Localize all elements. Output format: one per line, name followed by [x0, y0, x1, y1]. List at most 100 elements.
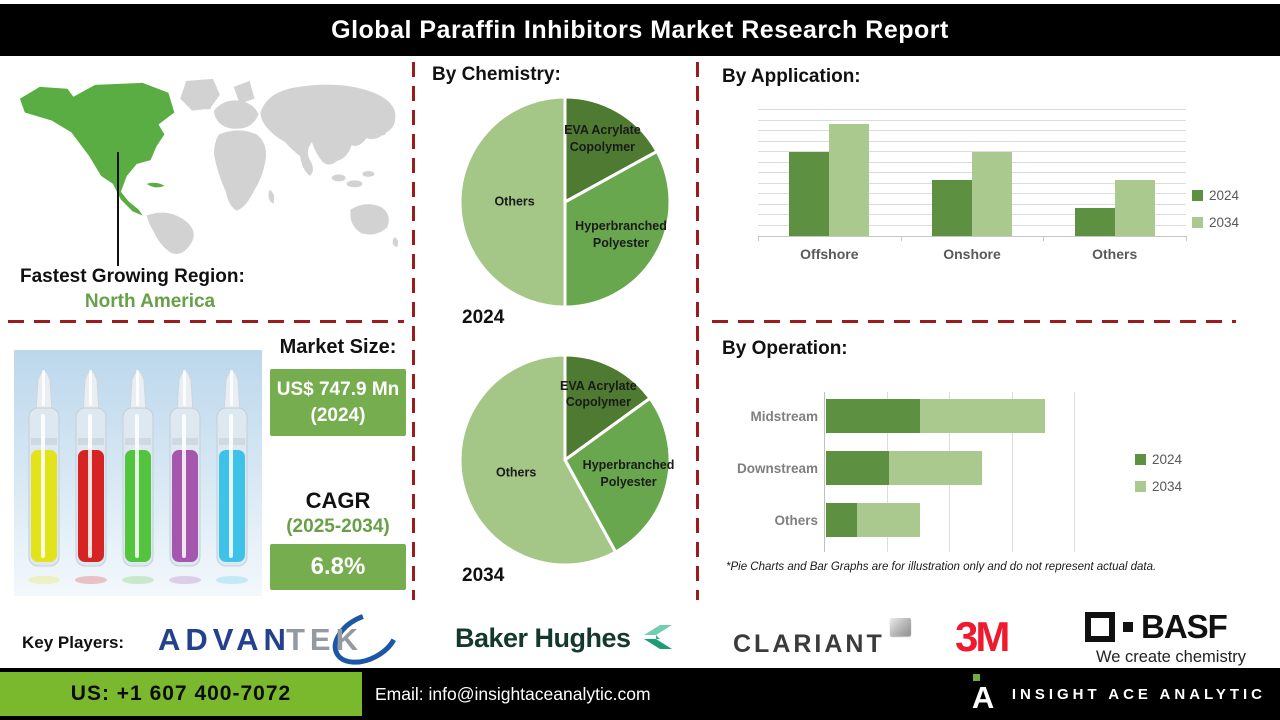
map-new-zealand [392, 237, 399, 248]
bar-segment-others-2024 [826, 503, 858, 537]
basf-square-dot-icon [1123, 622, 1133, 632]
insight-ace-logo-icon: A [972, 674, 998, 715]
pie-slice-others [458, 353, 618, 567]
bar-segment-midstream-2034 [919, 399, 1045, 433]
pie-svg [458, 95, 672, 309]
legend-swatch-2024 [1192, 190, 1203, 201]
pie-chart-2034: EVA Acrylate Copolymer Hyperbranched Poly… [457, 352, 674, 568]
clariant-text: CLARIANT [733, 630, 885, 658]
hbar-row-downstream: Downstream [732, 442, 1162, 494]
market-size-block: Market Size: US$ 747.9 Mn (2024) CAGR (2… [268, 336, 408, 591]
bar-plot-area [758, 109, 1187, 241]
legend-swatch-2034 [1135, 481, 1146, 492]
pie-year-label-2034: 2034 [462, 565, 505, 586]
ampoule-vial-5 [216, 370, 248, 584]
hbar-row-midstream: Midstream [732, 390, 1162, 442]
map-uk [203, 102, 212, 110]
application-legend: 2024 2034 [1192, 188, 1239, 230]
map-pointer-line [117, 152, 119, 266]
legend-label-2024: 2024 [1152, 452, 1183, 467]
pie-slice-label-hyperbranched-polyester: Hyperbranched Polyester [582, 458, 675, 490]
logo-letter-a: A [971, 680, 995, 715]
bar-offshore-2024 [789, 152, 830, 236]
bar-track-others [826, 503, 1076, 537]
basf-tagline: We create chemistry [1095, 648, 1247, 666]
legend-swatch-2024 [1135, 454, 1146, 465]
category-labels: Offshore Onshore Others [758, 237, 1186, 262]
horizontal-divider-left [8, 320, 404, 323]
axis-tick [1043, 236, 1045, 241]
bar-group-others [1043, 110, 1186, 236]
insight-ace-brand-text: INSIGHT ACE ANALYTIC [1011, 685, 1266, 703]
baker-hughes-text: Baker Hughes [455, 622, 631, 653]
bar-offshore-2034 [829, 124, 870, 236]
footer-bar: US: +1 607 400-7072 Email: info@insighta… [0, 668, 1280, 720]
advantek-text-1: ADVAN [158, 622, 291, 657]
bar-others-2034 [1114, 180, 1155, 236]
ampoules-svg [14, 350, 262, 596]
hbar-row-others: Others [732, 494, 1162, 546]
row-label-others: Others [774, 512, 818, 528]
cagr-label: CAGR [305, 488, 371, 514]
gridline [758, 119, 1186, 121]
axis-tick [1186, 236, 1187, 241]
cagr-value: 6.8% [270, 544, 406, 591]
world-map-svg [19, 78, 399, 255]
bars-container [758, 110, 1186, 236]
bar-others-2024 [1074, 208, 1115, 236]
market-size-heading: Market Size: [279, 336, 397, 358]
page-title: Global Paraffin Inhibitors Market Resear… [331, 16, 949, 44]
key-players-label: Key Players: [22, 633, 125, 652]
basf-text: BASF [1141, 608, 1228, 645]
horizontal-divider-right [712, 320, 1236, 323]
basf-logo: BASF We create chemistry [1085, 608, 1257, 667]
bar-track-midstream [826, 399, 1076, 433]
legend-label-2034: 2034 [1209, 215, 1240, 230]
logo-green-dot [972, 674, 980, 681]
row-label-midstream: Midstream [750, 408, 818, 424]
map-australia [350, 204, 389, 235]
baker-hughes-logo: Baker Hughes [455, 620, 677, 656]
bar-segment-downstream-2034 [888, 451, 983, 485]
legend-item-2034: 2034 [1135, 479, 1182, 494]
map-europe [213, 100, 259, 129]
3m-text: 3M [955, 613, 1010, 660]
map-island [331, 174, 346, 182]
legend-item-2024: 2024 [1192, 188, 1239, 203]
category-label-others: Others [1092, 246, 1138, 262]
section-title-chemistry: By Chemistry: [432, 64, 561, 85]
bar-segment-others-2034 [857, 503, 920, 537]
basf-square-outline-icon [1085, 612, 1115, 642]
section-title-application: By Application: [722, 66, 861, 87]
bar-group-onshore [901, 110, 1044, 236]
category-label-onshore: Onshore [943, 246, 1001, 262]
header-bar: Global Paraffin Inhibitors Market Resear… [0, 4, 1280, 56]
advantek-logo-svg: ADVAN TEK [158, 611, 400, 665]
section-title-operation: By Operation: [722, 338, 848, 359]
vertical-divider-left [412, 62, 415, 600]
legend-swatch-2034 [1192, 217, 1203, 228]
map-madagascar [268, 189, 275, 204]
disclaimer-footnote: *Pie Charts and Bar Graphs are for illus… [726, 561, 1157, 573]
pie-slice-others [458, 95, 567, 309]
pie-chart-2024: EVA Acrylate Copolymer Hyperbranched Poly… [457, 94, 673, 310]
pie-svg [458, 353, 672, 567]
clariant-cube-icon [889, 618, 911, 636]
phone-number: US: +1 607 400-7072 [0, 672, 362, 716]
baker-hughes-icon [643, 625, 672, 649]
axis-tick [758, 236, 759, 241]
pie-slice-hyperbranched-polyester [563, 396, 672, 554]
gridline [758, 151, 1186, 152]
fastest-growing-region: Fastest Growing Region: North America [20, 266, 280, 313]
region-value: North America [84, 291, 216, 312]
pie-slice-label-eva-acrylate-copolymer: EVA Acrylate Copolymer [560, 378, 637, 410]
bar-track-downstream [826, 451, 1076, 485]
legend-item-2024: 2024 [1135, 452, 1182, 467]
ampoule-vial-1 [28, 370, 60, 584]
pie-slice-eva-acrylate-copolymer [563, 95, 659, 204]
insight-ace-brand: A INSIGHT ACE ANALYTIC [972, 668, 1266, 720]
operation-legend: 2024 2034 [1135, 452, 1182, 494]
axis-tick [900, 236, 902, 241]
email-address: Email: info@insightaceanalytic.com [375, 683, 651, 704]
